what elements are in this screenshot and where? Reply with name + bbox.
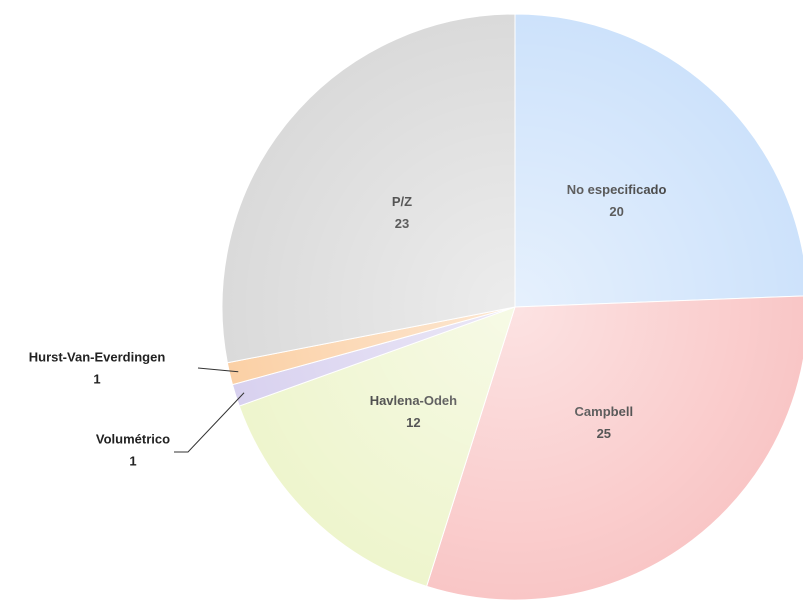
pie-slice: [514, 13, 803, 308]
slice-label: Campbell: [575, 404, 634, 419]
slice-label: Havlena-Odeh: [370, 393, 457, 408]
slice-label: No especificado: [567, 182, 667, 197]
slice-value: 20: [609, 204, 623, 219]
slice-label: Hurst-Van-Everdingen: [29, 349, 166, 364]
slice-value: 1: [93, 371, 100, 386]
slice-value: 25: [597, 426, 611, 441]
slice-value: 1: [129, 453, 136, 468]
slice-label: P/Z: [392, 194, 412, 209]
slice-value: 23: [395, 216, 409, 231]
leader-line: [174, 392, 245, 453]
slice-label: Volumétrico: [96, 431, 170, 446]
slice-value: 12: [406, 415, 420, 430]
pie-slice: [221, 13, 516, 364]
